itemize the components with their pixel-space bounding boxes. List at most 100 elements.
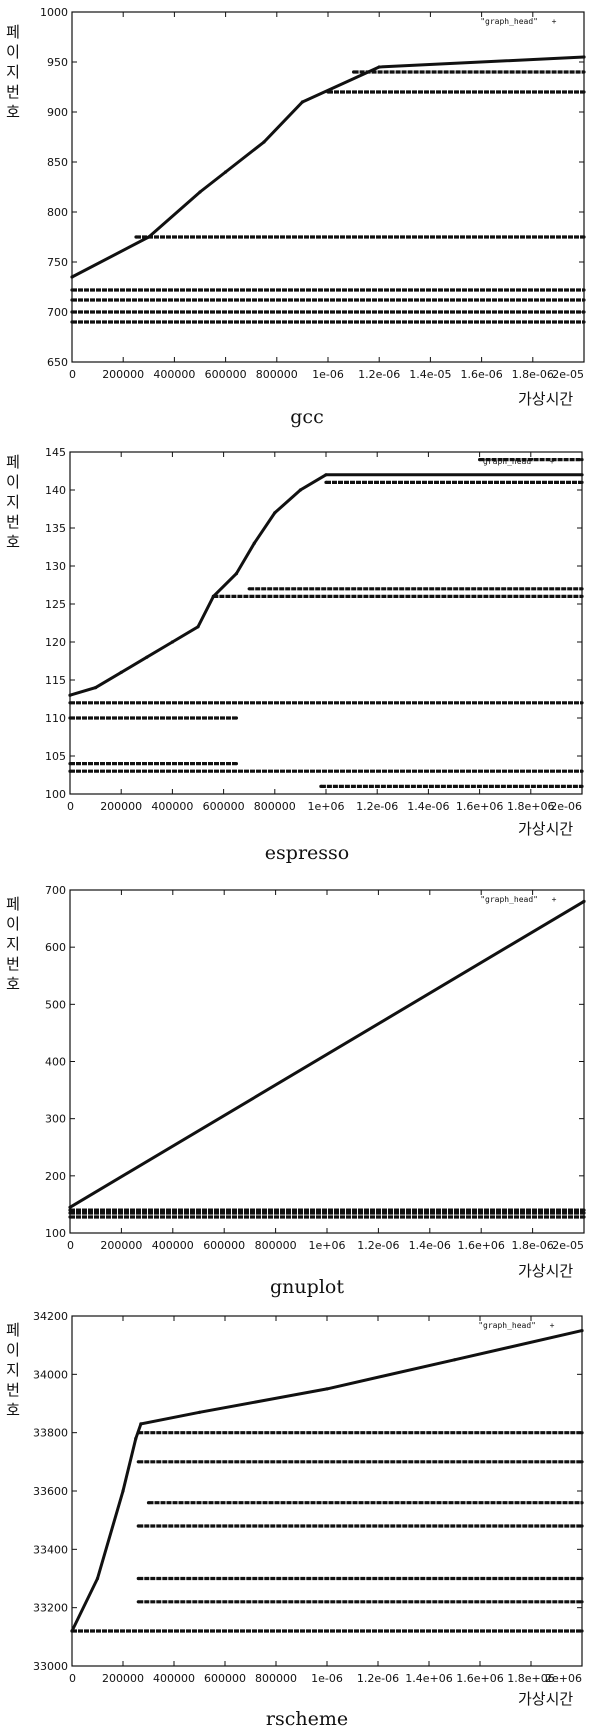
plot-frame	[69, 889, 585, 1234]
legend-entry: "graph_head"	[478, 1321, 536, 1330]
y-tick-label: 33600	[33, 1485, 68, 1498]
data-point	[234, 762, 238, 766]
x-tick-label: 1.4e+06	[405, 1672, 452, 1685]
y-tick-label: 33200	[33, 1602, 68, 1615]
x-tick-label: 600000	[205, 368, 247, 381]
chart-title: espresso	[264, 842, 350, 864]
data-point	[70, 275, 74, 279]
data-point	[580, 587, 584, 591]
data-point	[300, 100, 304, 104]
x-tick-label: 1.6e+06	[456, 1672, 503, 1685]
data-point	[70, 298, 74, 302]
legend-marker: +	[550, 1321, 555, 1330]
data-point	[136, 1524, 140, 1528]
data-point	[136, 1431, 140, 1435]
series-trace	[71, 55, 585, 279]
y-tick-label: 110	[45, 712, 66, 725]
data-point	[325, 1387, 329, 1391]
data-point	[68, 1205, 72, 1209]
data-point	[580, 1629, 584, 1633]
y-axis-label: 페이지번호	[6, 23, 20, 121]
x-tick-label: 1.8e+06	[507, 1672, 554, 1685]
x-axis-label: 가상시간	[518, 820, 574, 838]
legend-marker: +	[552, 895, 557, 904]
y-tick-label: 145	[45, 446, 66, 459]
data-point	[319, 784, 323, 788]
y-tick-label: 500	[45, 998, 66, 1011]
x-tick-label: 200000	[100, 1239, 142, 1252]
x-tick-label: 1e+06	[309, 1239, 346, 1252]
data-point	[197, 1410, 202, 1414]
y-tick-label: 105	[45, 750, 66, 763]
y-tick-label: 34000	[33, 1368, 68, 1381]
x-tick-label: 1e-06	[312, 368, 344, 381]
x-tick-label: 1e-06	[311, 1672, 343, 1685]
data-point	[234, 572, 238, 576]
data-point	[582, 90, 586, 94]
data-point	[134, 235, 138, 239]
x-axis-label: 가상시간	[518, 390, 574, 408]
y-tick-label: 800	[47, 206, 68, 219]
data-point	[211, 594, 215, 598]
data-point	[121, 1489, 125, 1493]
series-trace	[69, 473, 582, 697]
x-tick-label: 400000	[153, 1672, 195, 1685]
x-tick-label: 400000	[152, 1239, 194, 1252]
data-point	[170, 640, 174, 644]
y-axis-label: 페이지번호	[6, 895, 20, 993]
y-tick-label: 33000	[33, 1660, 68, 1673]
y-tick-label: 100	[45, 788, 66, 801]
chart-title: gnuplot	[270, 1276, 344, 1298]
chart-panel-gnuplot: 페이지번호 100 200 300 400 500 600 700 0 200000 400000…	[0, 868, 614, 1300]
x-axis-label: 가상시간	[518, 1262, 574, 1280]
data-point	[580, 458, 584, 462]
data-point	[452, 1358, 457, 1362]
x-tick-label: 1.2e-06	[358, 368, 400, 381]
x-tick-label: 0	[69, 1672, 76, 1685]
y-tick-label: 700	[45, 884, 66, 897]
data-point	[68, 1215, 72, 1219]
data-point	[68, 1211, 72, 1215]
x-tick-label: 800000	[256, 368, 298, 381]
data-point	[136, 1600, 140, 1604]
data-point	[70, 320, 74, 324]
data-point	[224, 170, 228, 174]
y-tick-label: 750	[47, 256, 68, 269]
data-point	[70, 1629, 74, 1633]
y-tick-label: 33400	[33, 1543, 68, 1556]
x-tick-label: 600000	[204, 1672, 246, 1685]
data-point	[582, 1208, 586, 1212]
x-tick-label: 0	[67, 800, 74, 813]
plot-frame	[71, 1315, 583, 1667]
series-trace	[69, 900, 585, 1209]
data-point	[352, 70, 356, 74]
data-point	[234, 716, 238, 720]
data-point	[324, 480, 328, 484]
data-point	[70, 288, 74, 292]
data-point	[68, 1208, 72, 1212]
data-point	[582, 1211, 586, 1215]
x-tick-label: 400000	[153, 368, 195, 381]
y-tick-label: 100	[45, 1227, 66, 1240]
data-point	[582, 70, 586, 74]
data-point	[478, 458, 482, 462]
x-tick-label: 2e-05	[552, 1239, 584, 1252]
data-point	[198, 190, 202, 194]
x-tick-label: 1.6e+06	[456, 800, 503, 813]
x-tick-label: 200000	[102, 368, 144, 381]
y-tick-label: 120	[45, 636, 66, 649]
x-tick-label: 1.4e-06	[407, 800, 449, 813]
data-point	[582, 1215, 586, 1219]
legend-marker: +	[550, 457, 555, 466]
data-point	[247, 587, 251, 591]
x-tick-label: 1.8e+06	[507, 800, 554, 813]
chart-panel-gcc: 페이지번호 650 700 750 800 850 900 950 1000 0 200000 40…	[0, 0, 614, 432]
data-point	[146, 1501, 151, 1505]
x-tick-label: 1.2e-06	[357, 1239, 399, 1252]
y-tick-label: 700	[47, 306, 68, 319]
data-point	[580, 769, 584, 773]
legend-marker: +	[552, 17, 557, 26]
data-point	[68, 762, 72, 766]
x-tick-label: 2e-05	[552, 368, 584, 381]
y-tick-label: 33800	[33, 1427, 68, 1440]
